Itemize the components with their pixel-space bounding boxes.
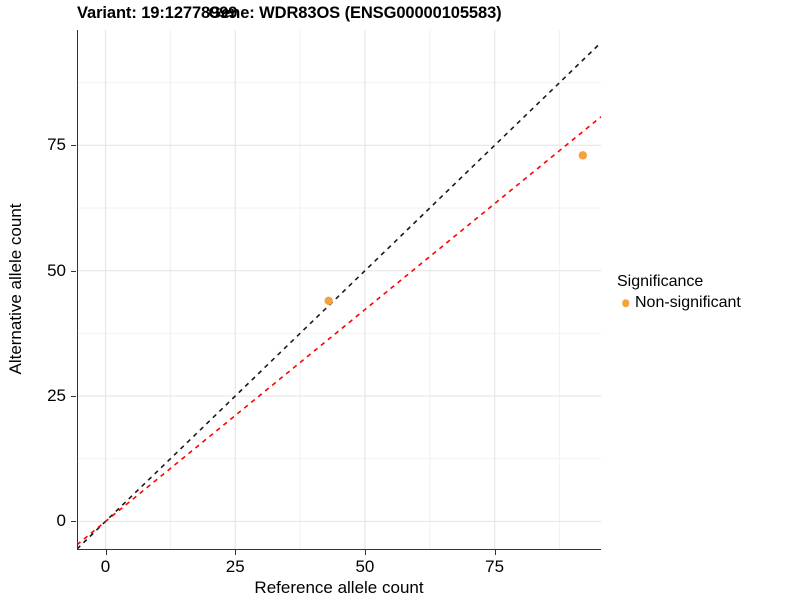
legend: Significance Non-significant: [617, 272, 797, 313]
y-tick-label: 25: [47, 386, 66, 406]
grid-major-lines: [77, 30, 601, 549]
x-tick-label: 25: [225, 557, 245, 576]
y-tick-mark: [71, 396, 76, 398]
variant-title: Variant: 19:12778999: [77, 4, 238, 22]
grid-minor-lines: [77, 30, 601, 549]
y-tick-mark: [71, 521, 76, 523]
x-tick-mark: [364, 550, 366, 555]
y-tick-label: 0: [56, 511, 66, 531]
y-tick-label: 50: [47, 260, 66, 280]
x-tick-mark: [105, 550, 107, 555]
y-axis-line: [77, 30, 79, 549]
plot-panel: [77, 30, 601, 549]
y-tick-label: 75: [47, 135, 66, 155]
x-tick-label: 75: [485, 557, 505, 576]
data-points: [324, 151, 588, 305]
y-tick-mark: [71, 145, 76, 147]
y-axis-label: Alternative allele count: [6, 203, 25, 375]
x-tick-mark: [494, 550, 496, 555]
plot-title-row: Variant: 19:12778999 Gene: WDR83OS (ENSG…: [0, 4, 740, 28]
x-axis-line: [77, 548, 601, 550]
legend-title: Significance: [617, 273, 704, 290]
x-axis-label: Reference allele count: [254, 578, 424, 597]
legend-items: Non-significant: [617, 293, 797, 313]
x-tick-label: 50: [355, 557, 375, 576]
gene-title: Gene: WDR83OS (ENSG00000105583): [208, 4, 502, 22]
x-tick-mark: [235, 550, 237, 555]
point-marker-icon: [617, 295, 634, 312]
x-tick-label: 0: [100, 557, 111, 576]
legend-item-label: Non-significant: [635, 294, 741, 311]
reference-lines: [77, 41, 601, 549]
y-tick-mark: [71, 270, 76, 272]
legend-item[interactable]: Non-significant: [617, 293, 797, 313]
plot-canvas: [77, 30, 601, 549]
